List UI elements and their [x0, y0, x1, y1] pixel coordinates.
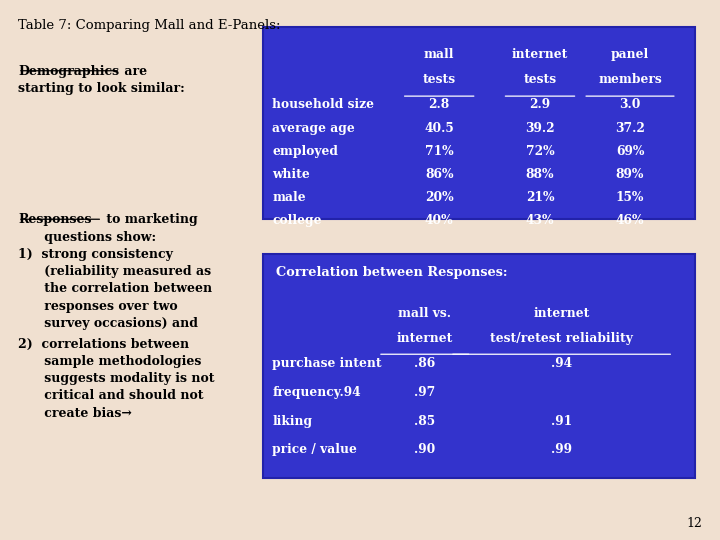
Text: 12: 12 — [686, 517, 702, 530]
Text: Table 7: Comparing Mall and E-Panels:: Table 7: Comparing Mall and E-Panels: — [18, 19, 281, 32]
Text: liking: liking — [272, 415, 312, 428]
Text: Demographics: Demographics — [18, 65, 119, 78]
Text: responses over two: responses over two — [18, 300, 178, 313]
Text: internet: internet — [512, 48, 568, 60]
FancyBboxPatch shape — [263, 27, 695, 219]
Text: starting to look similar:: starting to look similar: — [18, 82, 185, 95]
Text: 71%: 71% — [425, 145, 454, 158]
Text: 69%: 69% — [616, 145, 644, 158]
Text: questions show:: questions show: — [18, 231, 156, 244]
Text: male: male — [272, 191, 306, 204]
Text: 1)  strong consistency: 1) strong consistency — [18, 248, 173, 261]
Text: 86%: 86% — [425, 168, 454, 181]
Text: 37.2: 37.2 — [615, 122, 645, 134]
Text: suggests modality is not: suggests modality is not — [18, 372, 215, 385]
Text: 2.9: 2.9 — [529, 98, 551, 111]
Text: Responses: Responses — [18, 213, 91, 226]
Text: .99: .99 — [551, 443, 572, 456]
Text: (reliability measured as: (reliability measured as — [18, 265, 211, 278]
Text: frequency.94: frequency.94 — [272, 386, 361, 399]
Text: panel: panel — [611, 48, 649, 60]
Text: 2.8: 2.8 — [428, 98, 450, 111]
Text: .94: .94 — [551, 357, 572, 370]
Text: 88%: 88% — [526, 168, 554, 181]
Text: internet: internet — [534, 307, 590, 320]
Text: purchase intent: purchase intent — [272, 357, 382, 370]
Text: .90: .90 — [414, 443, 436, 456]
Text: the correlation between: the correlation between — [18, 282, 212, 295]
Text: price / value: price / value — [272, 443, 357, 456]
Text: test/retest reliability: test/retest reliability — [490, 332, 633, 345]
Text: 46%: 46% — [616, 214, 644, 227]
Text: survey occasions) and: survey occasions) and — [18, 317, 198, 330]
Text: .97: .97 — [414, 386, 436, 399]
Text: sample methodologies: sample methodologies — [18, 355, 202, 368]
Text: average age: average age — [272, 122, 355, 134]
Text: 43%: 43% — [526, 214, 554, 227]
Text: 15%: 15% — [616, 191, 644, 204]
Text: 40.5: 40.5 — [424, 122, 454, 134]
Text: tests: tests — [523, 73, 557, 86]
Text: 21%: 21% — [526, 191, 554, 204]
Text: 39.2: 39.2 — [525, 122, 555, 134]
Text: internet: internet — [397, 332, 453, 345]
Text: college: college — [272, 214, 322, 227]
Text: 2)  correlations between: 2) correlations between — [18, 338, 189, 350]
Text: household size: household size — [272, 98, 374, 111]
Text: to marketing: to marketing — [102, 213, 198, 226]
Text: members: members — [598, 73, 662, 86]
Text: tests: tests — [423, 73, 456, 86]
Text: 89%: 89% — [616, 168, 644, 181]
Text: white: white — [272, 168, 310, 181]
Text: 3.0: 3.0 — [619, 98, 641, 111]
Text: mall vs.: mall vs. — [398, 307, 451, 320]
Text: 40%: 40% — [425, 214, 454, 227]
Text: are: are — [120, 65, 148, 78]
Text: mall: mall — [424, 48, 454, 60]
Text: critical and should not: critical and should not — [18, 389, 204, 402]
Text: .91: .91 — [551, 415, 572, 428]
Text: employed: employed — [272, 145, 338, 158]
Text: .85: .85 — [414, 415, 436, 428]
FancyBboxPatch shape — [263, 254, 695, 478]
Text: .86: .86 — [414, 357, 436, 370]
Text: create bias→: create bias→ — [18, 407, 132, 420]
Text: 72%: 72% — [526, 145, 554, 158]
Text: 20%: 20% — [425, 191, 454, 204]
Text: Correlation between Responses:: Correlation between Responses: — [276, 266, 508, 279]
